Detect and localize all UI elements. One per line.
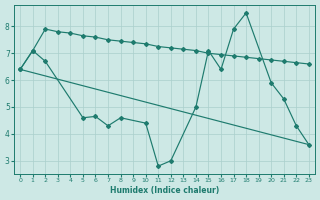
X-axis label: Humidex (Indice chaleur): Humidex (Indice chaleur) bbox=[110, 186, 219, 195]
